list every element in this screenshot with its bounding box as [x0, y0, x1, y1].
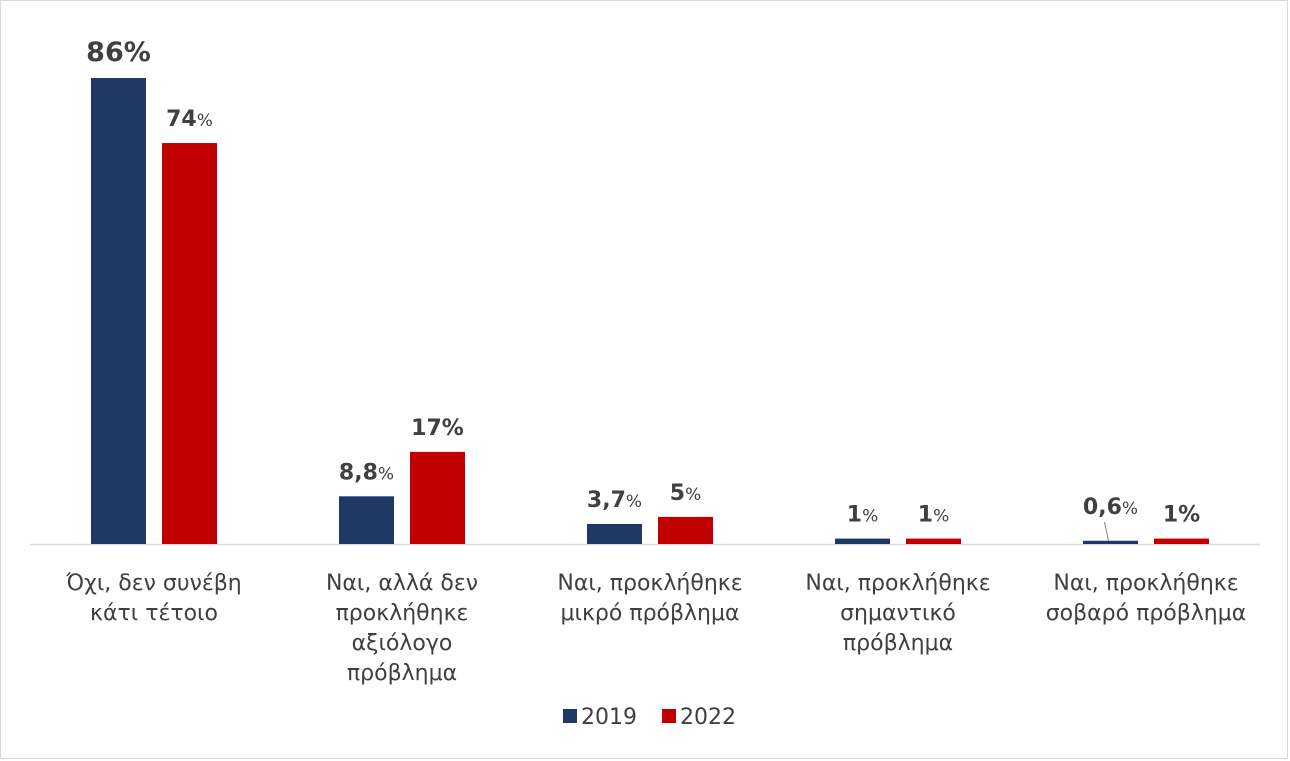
category-label-line: μικρό πρόβλημα	[561, 601, 740, 626]
bar-2019-cat-5	[1083, 540, 1138, 544]
value-label-number: 5	[670, 481, 685, 506]
legend: 2019 2022	[563, 705, 736, 730]
category-label-line: προκλήθηκε	[336, 601, 469, 626]
category-label-line: κάτι τέτοιο	[90, 601, 218, 626]
value-label-number: 1	[918, 503, 933, 528]
category-label-5: Ναι, προκλήθηκε σοβαρό πρόβλημα	[1046, 571, 1247, 626]
category-label-line: πρόβλημα	[843, 631, 953, 656]
category-label-line: αξιόλογο	[352, 631, 453, 656]
bar-2022-cat-3	[658, 516, 713, 544]
bar-2022-cat-5	[1154, 538, 1209, 544]
value-label-percent-sign: %	[685, 485, 701, 505]
value-label-number: 8,8	[339, 460, 378, 485]
value-label-percent-sign: %	[442, 416, 464, 441]
value-label-2022-cat-1: 74%	[166, 107, 213, 132]
bar-2019-cat-2	[339, 496, 394, 544]
value-label-number: 17	[411, 416, 442, 441]
category-label-1: Όχι, δεν συνέβη κάτι τέτοιο	[65, 571, 241, 626]
category-labels-group: Όχι, δεν συνέβη κάτι τέτοιο Ναι, αλλά δεν π…	[65, 571, 1246, 686]
value-label-number: 0,6	[1083, 495, 1122, 520]
bar-2022-cat-2	[410, 451, 465, 544]
value-label-2019-cat-5: 0,6%	[1083, 495, 1138, 520]
category-label-line: Ναι, προκλήθηκε	[557, 571, 742, 596]
bar-2019-cat-3	[587, 523, 642, 544]
value-label-2019-cat-3: 3,7%	[587, 488, 642, 513]
value-label-2019-cat-2: 8,8%	[339, 460, 394, 485]
value-label-percent-sign: %	[862, 507, 878, 527]
value-label-number: 74	[166, 107, 197, 132]
value-label-2022-cat-5: 1%	[1163, 503, 1200, 528]
category-label-line: Όχι, δεν συνέβη	[65, 571, 241, 596]
category-label-line: σοβαρό πρόβλημα	[1046, 601, 1247, 626]
category-label-3: Ναι, προκλήθηκε μικρό πρόβλημα	[557, 571, 742, 626]
value-label-2022-cat-3: 5%	[670, 481, 701, 506]
legend-label-2022: 2022	[680, 705, 736, 730]
value-label-percent-sign: %	[933, 507, 949, 527]
category-label-line: Ναι, προκλήθηκε	[805, 571, 990, 596]
value-label-2022-cat-2: 17%	[411, 416, 464, 441]
value-label-2019-cat-1: 86%	[86, 37, 151, 68]
value-label-percent-sign: %	[197, 111, 213, 131]
value-label-percent-sign: %	[1178, 503, 1200, 528]
value-label-number: 1	[847, 503, 862, 528]
value-label-percent-sign: %	[626, 492, 642, 512]
category-label-2: Ναι, αλλά δεν προκλήθηκε αξιόλογο πρόβλημα	[326, 571, 478, 686]
bar-2019-cat-4	[835, 538, 890, 544]
bar-2022-cat-4	[906, 538, 961, 544]
value-label-2022-cat-4: 1%	[918, 503, 949, 528]
legend-swatch-2022	[662, 709, 676, 723]
category-label-4: Ναι, προκλήθηκε σημαντικό πρόβλημα	[805, 571, 990, 656]
value-label-number: 86	[86, 37, 124, 68]
category-label-line: Ναι, αλλά δεν	[326, 571, 478, 596]
bar-2019-cat-1	[91, 78, 146, 544]
category-label-line: Ναι, προκλήθηκε	[1053, 571, 1238, 596]
legend-swatch-2019	[563, 709, 577, 723]
legend-label-2019: 2019	[581, 705, 637, 730]
category-label-line: πρόβλημα	[347, 661, 457, 686]
value-label-2019-cat-4: 1%	[847, 503, 878, 528]
value-labels-group: 86%74%8,8%17%3,7% 5%1% 1% 0,6% 1%	[86, 37, 1200, 541]
value-label-percent-sign: %	[124, 37, 151, 68]
value-label-percent-sign: %	[378, 464, 394, 484]
label-leader-line	[1104, 521, 1109, 541]
category-label-line: σημαντικό	[840, 601, 956, 626]
value-label-number: 3,7	[587, 488, 626, 513]
bar-2022-cat-1	[162, 143, 217, 544]
value-label-number: 1	[1163, 503, 1178, 528]
bars-group	[91, 78, 1209, 544]
value-label-percent-sign: %	[1122, 499, 1138, 519]
